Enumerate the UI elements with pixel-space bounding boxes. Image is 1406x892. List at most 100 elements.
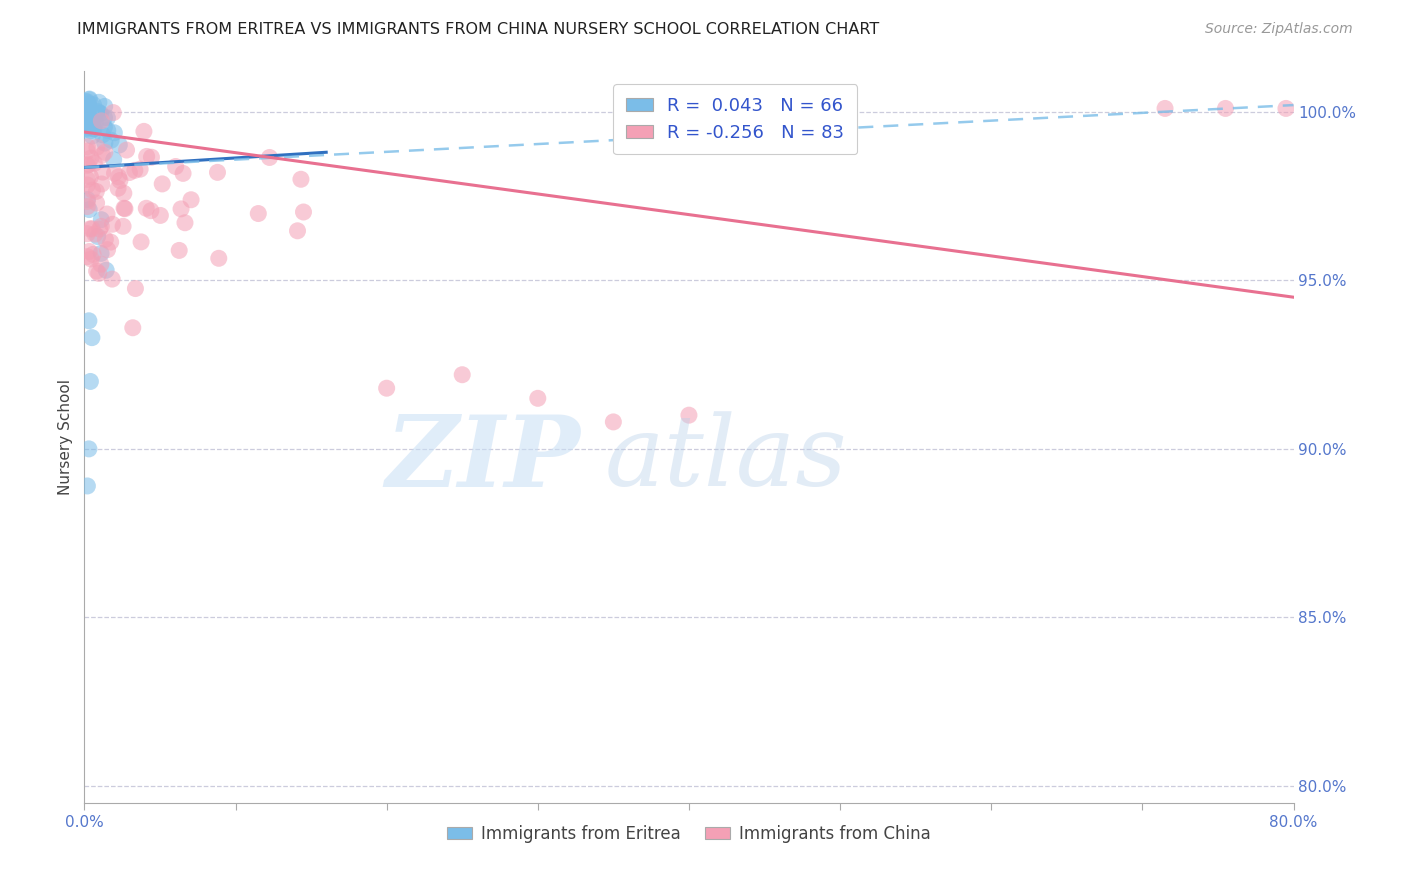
Point bbox=[129, 162, 152, 177]
Text: IMMIGRANTS FROM ERITREA VS IMMIGRANTS FROM CHINA NURSERY SCHOOL CORRELATION CHAR: IMMIGRANTS FROM ERITREA VS IMMIGRANTS FR… bbox=[77, 22, 880, 37]
Point bbox=[90, 257, 112, 271]
Point bbox=[79, 222, 101, 236]
Point bbox=[114, 202, 136, 216]
Point bbox=[96, 207, 118, 221]
Point bbox=[170, 202, 193, 216]
Point bbox=[121, 320, 143, 334]
Point bbox=[76, 111, 98, 125]
Point bbox=[80, 221, 103, 235]
Point bbox=[101, 272, 124, 286]
Point bbox=[77, 93, 100, 107]
Point bbox=[124, 163, 146, 178]
Point bbox=[77, 112, 100, 126]
Point bbox=[76, 144, 98, 158]
Point bbox=[86, 196, 108, 211]
Point bbox=[79, 112, 101, 126]
Point bbox=[82, 183, 104, 197]
Point bbox=[86, 185, 108, 199]
Point bbox=[77, 108, 100, 122]
Point bbox=[80, 112, 103, 127]
Point bbox=[77, 111, 100, 125]
Point bbox=[87, 266, 110, 280]
Y-axis label: Nursery School: Nursery School bbox=[58, 379, 73, 495]
Point bbox=[76, 178, 98, 192]
Point bbox=[172, 166, 194, 180]
Point bbox=[1215, 102, 1237, 116]
Point bbox=[76, 120, 98, 134]
Point bbox=[107, 181, 129, 195]
Point bbox=[86, 229, 108, 244]
Point bbox=[100, 235, 122, 249]
Point bbox=[139, 203, 162, 218]
Point bbox=[75, 119, 97, 133]
Text: ZIP: ZIP bbox=[385, 411, 581, 508]
Point bbox=[292, 205, 315, 219]
Point bbox=[77, 442, 100, 456]
Point bbox=[94, 232, 117, 246]
Point bbox=[108, 138, 131, 153]
Point bbox=[103, 105, 125, 120]
Point bbox=[180, 193, 202, 207]
Point bbox=[94, 145, 117, 160]
Point bbox=[73, 119, 96, 133]
Point bbox=[107, 169, 129, 184]
Point bbox=[79, 169, 101, 184]
Point bbox=[77, 108, 100, 122]
Point bbox=[101, 217, 124, 231]
Point bbox=[93, 120, 115, 135]
Point bbox=[124, 281, 146, 295]
Point bbox=[73, 112, 96, 127]
Point bbox=[73, 111, 96, 125]
Point bbox=[1275, 102, 1298, 116]
Point bbox=[75, 122, 97, 136]
Point bbox=[80, 112, 103, 127]
Point bbox=[82, 129, 104, 144]
Point bbox=[76, 115, 98, 129]
Point bbox=[76, 140, 98, 154]
Point bbox=[112, 201, 135, 215]
Point bbox=[91, 165, 114, 179]
Point bbox=[129, 235, 152, 249]
Text: Source: ZipAtlas.com: Source: ZipAtlas.com bbox=[1205, 22, 1353, 37]
Point bbox=[80, 252, 103, 266]
Point bbox=[208, 252, 231, 266]
Point bbox=[112, 186, 135, 201]
Point bbox=[100, 133, 122, 147]
Point bbox=[94, 136, 117, 150]
Point bbox=[167, 244, 190, 258]
Point bbox=[149, 209, 172, 223]
Point bbox=[79, 92, 101, 106]
Point bbox=[77, 120, 100, 135]
Point bbox=[77, 244, 100, 259]
Point bbox=[91, 148, 114, 162]
Point bbox=[90, 177, 112, 191]
Point bbox=[86, 140, 108, 154]
Point bbox=[76, 172, 98, 186]
Point bbox=[89, 222, 111, 236]
Point bbox=[76, 115, 98, 129]
Point bbox=[103, 126, 125, 140]
Point bbox=[103, 153, 125, 167]
Point bbox=[82, 247, 104, 261]
Point bbox=[165, 160, 187, 174]
Point bbox=[77, 96, 100, 111]
Point bbox=[135, 201, 157, 215]
Point bbox=[93, 99, 115, 113]
Point bbox=[82, 121, 104, 136]
Point bbox=[132, 124, 155, 138]
Point bbox=[118, 165, 141, 179]
Point bbox=[76, 113, 98, 128]
Point bbox=[602, 415, 624, 429]
Point bbox=[80, 331, 103, 345]
Point bbox=[90, 113, 112, 128]
Point bbox=[174, 216, 197, 230]
Point bbox=[80, 151, 103, 165]
Point bbox=[75, 103, 97, 118]
Point bbox=[375, 381, 398, 395]
Point bbox=[76, 200, 98, 214]
Point bbox=[90, 106, 112, 120]
Point bbox=[77, 112, 100, 126]
Point bbox=[83, 97, 105, 112]
Point bbox=[87, 95, 110, 110]
Point bbox=[83, 227, 105, 241]
